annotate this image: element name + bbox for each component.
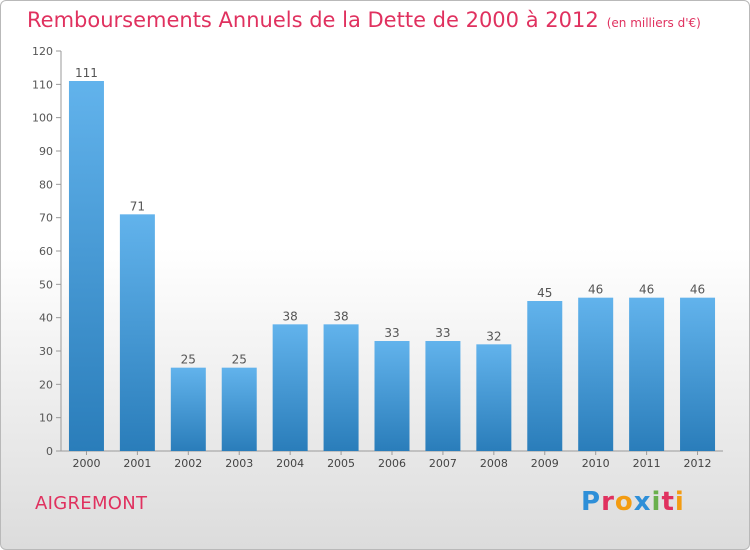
data-label: 111 [75,66,98,80]
y-tick-label: 50 [39,278,53,291]
data-label: 45 [537,286,552,300]
y-tick-label: 10 [39,412,53,425]
y-tick-label: 120 [32,45,53,58]
x-tick-label: 2004 [276,457,304,470]
x-tick-label: 2006 [378,457,406,470]
y-tick-label: 80 [39,178,53,191]
x-tick-label: 2012 [684,457,712,470]
bar-2012 [680,297,716,451]
bar-2010 [578,297,614,451]
x-tick-label: 2011 [633,457,661,470]
commune-name: AIGREMONT [35,493,148,514]
bar-2004 [272,324,308,451]
bar-2006 [374,341,410,451]
data-label: 33 [384,326,399,340]
x-tick-label: 2005 [327,457,355,470]
bar-2011 [629,297,665,451]
x-tick-label: 2009 [531,457,559,470]
y-tick-label: 40 [39,312,53,325]
chart-title: Remboursements Annuels de la Dette de 20… [27,8,701,32]
x-tick-label: 2002 [174,457,202,470]
data-label: 33 [435,326,450,340]
data-label: 32 [486,329,501,343]
data-label: 25 [232,353,247,367]
data-label: 38 [333,309,348,323]
bar-2008 [476,344,512,451]
y-tick-label: 90 [39,145,53,158]
data-label: 46 [588,283,603,297]
data-label: 38 [283,309,298,323]
data-label: 25 [181,353,196,367]
data-label: 46 [690,283,705,297]
y-tick-label: 20 [39,378,53,391]
y-tick-label: 110 [32,78,53,91]
y-tick-label: 0 [46,445,53,458]
y-tick-label: 100 [32,112,53,125]
bar-2001 [119,214,155,451]
x-tick-label: 2001 [123,457,151,470]
bar-2005 [323,324,359,451]
x-tick-label: 2008 [480,457,508,470]
chart-unit: (en milliers d'€) [606,16,701,30]
y-tick-label: 70 [39,212,53,225]
bar-2002 [170,367,206,451]
bar-2003 [221,367,257,451]
chart-title-text: Remboursements Annuels de la Dette de 20… [27,8,599,32]
x-tick-label: 2000 [72,457,100,470]
bar-2000 [68,81,104,451]
data-label: 46 [639,283,654,297]
y-tick-label: 30 [39,345,53,358]
x-tick-label: 2010 [582,457,610,470]
data-label: 71 [130,199,145,213]
bar-2009 [527,301,563,451]
x-tick-label: 2003 [225,457,253,470]
bar-2007 [425,341,461,451]
x-tick-label: 2007 [429,457,457,470]
proxiti-logo: Proxiti [581,487,685,517]
y-tick-label: 60 [39,245,53,258]
